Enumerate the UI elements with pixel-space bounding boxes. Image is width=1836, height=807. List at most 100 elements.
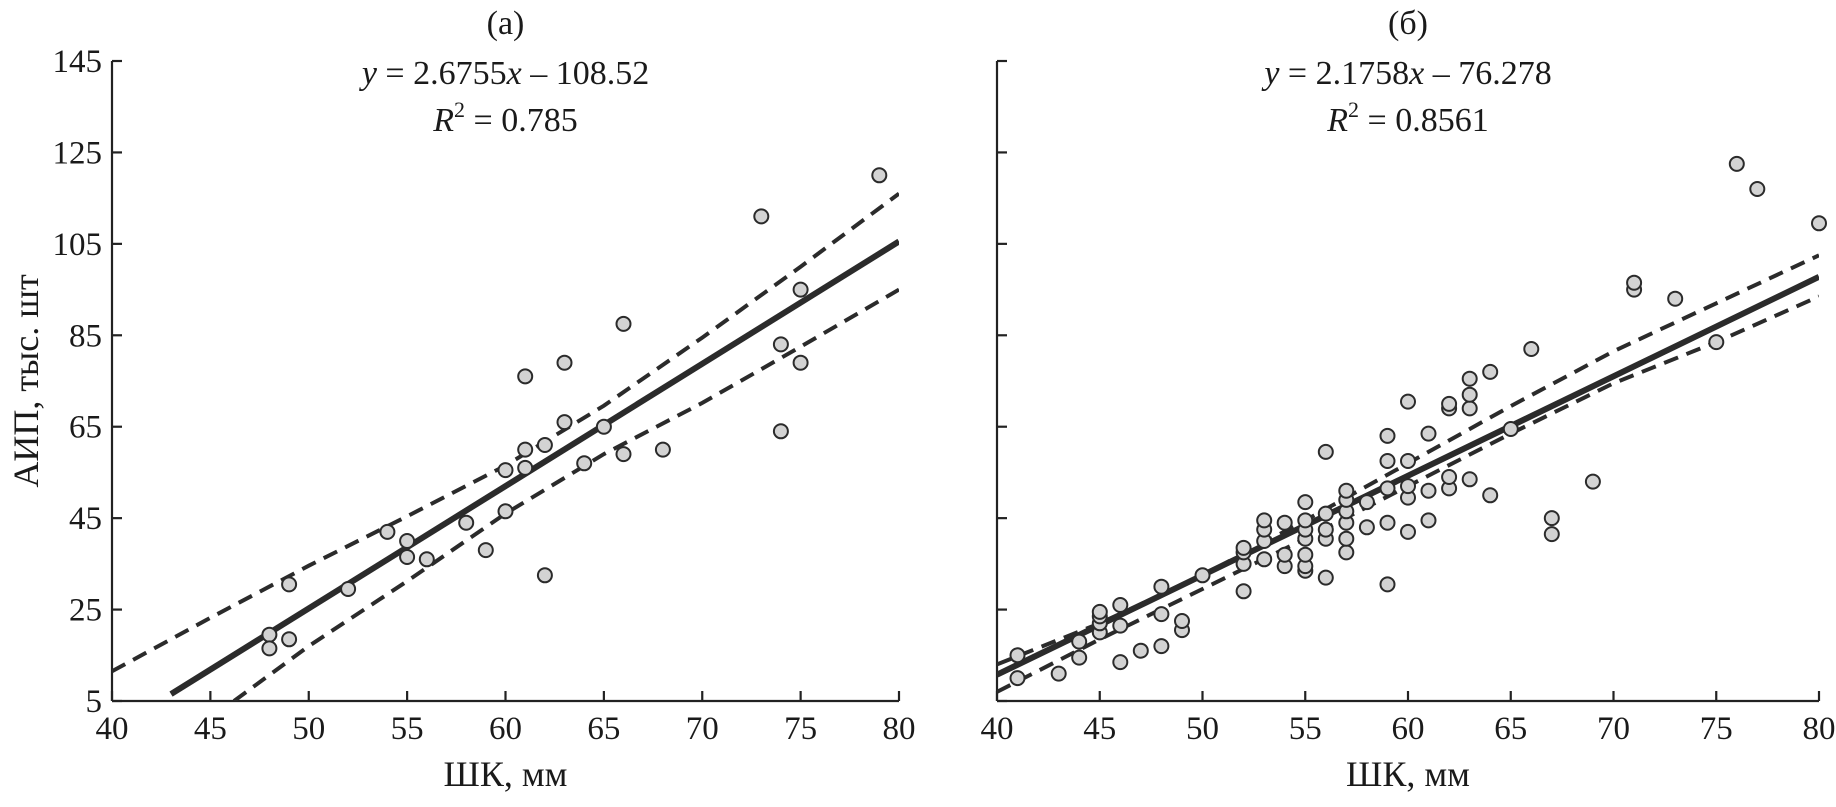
data-point xyxy=(1461,386,1478,403)
data-point xyxy=(1461,370,1478,387)
data-point xyxy=(772,336,789,353)
data-point xyxy=(1132,642,1149,659)
data-point xyxy=(1112,597,1129,613)
panel-b: 40 45 50 55 60 65 70 75 80 ШК, мм (б) y = 2.1758x –… xyxy=(981,5,1836,794)
data-point xyxy=(615,446,632,463)
data-point xyxy=(1194,567,1211,584)
data-point xyxy=(792,354,809,371)
data-point xyxy=(1112,617,1129,634)
data-point xyxy=(1091,603,1108,620)
x-tick-label: 40 xyxy=(981,711,1014,747)
data-point xyxy=(1543,526,1560,543)
data-point xyxy=(536,567,553,584)
data-point xyxy=(1009,647,1026,664)
x-tick-label: 50 xyxy=(292,711,325,747)
data-point xyxy=(1338,544,1355,561)
data-point xyxy=(1317,505,1334,522)
data-point xyxy=(1276,514,1293,531)
data-point xyxy=(458,514,475,531)
x-tick-label: 70 xyxy=(1597,711,1630,747)
lines-group xyxy=(112,191,899,701)
r-squared-exponent: 2 xyxy=(1348,97,1359,122)
regression-line xyxy=(169,238,899,697)
r-squared: R2 = 0.8561 xyxy=(1326,97,1488,139)
data-point xyxy=(772,423,789,440)
data-point xyxy=(497,462,514,479)
regression-equation: y = 2.1758x – 76.278 xyxy=(1261,55,1551,92)
x-tick-label: 60 xyxy=(489,711,522,747)
data-point xyxy=(1461,471,1478,488)
data-point xyxy=(1379,514,1396,531)
data-point xyxy=(1461,400,1478,417)
data-point xyxy=(1379,453,1396,469)
panel-label: (б) xyxy=(1388,5,1428,42)
equation-intercept: – 76.278 xyxy=(1424,55,1552,92)
data-point xyxy=(1811,215,1827,232)
y-tick-label: 25 xyxy=(69,593,102,629)
data-point xyxy=(1153,606,1170,623)
data-point xyxy=(261,640,278,657)
data-point xyxy=(399,549,416,565)
r-squared-exponent: 2 xyxy=(454,97,465,122)
panel-a: 40 45 50 55 60 65 70 75 80 5 25 45 65 85 105 125 145 ШК, … xyxy=(6,5,916,794)
data-point xyxy=(517,459,534,476)
data-point xyxy=(1153,578,1170,595)
equation-slope: = 2.6755 xyxy=(377,55,507,92)
r-squared-value: = 0.8561 xyxy=(1359,102,1489,139)
x-tick-label: 75 xyxy=(784,711,817,747)
data-point xyxy=(1317,569,1334,586)
data-point xyxy=(1358,519,1375,536)
x-tick-label: 45 xyxy=(1083,711,1116,747)
x-tick-label: 60 xyxy=(1392,711,1425,747)
r-squared-r: R xyxy=(432,102,454,139)
x-tick-label: 75 xyxy=(1700,711,1733,747)
data-point xyxy=(1297,512,1314,529)
data-point xyxy=(1502,421,1519,437)
x-tick-label: 80 xyxy=(1803,711,1836,747)
data-point xyxy=(1071,649,1088,666)
data-point xyxy=(1358,494,1375,511)
data-point xyxy=(1626,274,1643,291)
data-point xyxy=(517,441,534,458)
data-point xyxy=(1235,583,1252,600)
x-tick-label: 70 xyxy=(686,711,719,747)
regression-equation: y = 2.6755x – 108.52 xyxy=(359,55,649,92)
data-point xyxy=(792,281,809,298)
y-tick-label: 105 xyxy=(53,227,103,263)
data-point xyxy=(654,441,671,458)
data-point xyxy=(1482,363,1499,380)
y-tick-label: 125 xyxy=(53,135,103,171)
data-point xyxy=(1400,523,1416,540)
data-point xyxy=(556,354,573,371)
data-point xyxy=(340,581,357,597)
data-point xyxy=(1379,427,1396,444)
data-point xyxy=(1543,510,1560,527)
x-tick-label: 40 xyxy=(96,711,129,747)
data-point xyxy=(281,576,298,593)
y-axis-title: АИП, тыс. шт xyxy=(6,274,46,488)
data-point xyxy=(1584,473,1601,490)
data-point xyxy=(1338,482,1355,499)
data-point xyxy=(1112,654,1129,671)
data-point xyxy=(1441,469,1458,485)
equation-y: y xyxy=(359,55,378,92)
data-point xyxy=(1317,521,1334,538)
data-point xyxy=(1009,670,1026,687)
data-point xyxy=(1379,576,1396,593)
data-point xyxy=(1071,633,1088,650)
equation-x: x xyxy=(1408,55,1424,92)
data-point xyxy=(1256,512,1273,529)
data-point xyxy=(556,414,573,431)
x-tick-label: 50 xyxy=(1186,711,1219,747)
data-point xyxy=(1297,546,1314,563)
data-point xyxy=(1174,613,1190,629)
r-squared-value: = 0.785 xyxy=(465,102,578,139)
data-point xyxy=(1441,395,1458,412)
x-tick-label: 45 xyxy=(194,711,227,747)
data-point xyxy=(1420,512,1437,529)
equation-slope: = 2.1758 xyxy=(1279,55,1409,92)
x-tick-label: 55 xyxy=(1289,711,1322,747)
data-point xyxy=(1338,530,1355,547)
y-tick-label: 45 xyxy=(69,501,102,537)
